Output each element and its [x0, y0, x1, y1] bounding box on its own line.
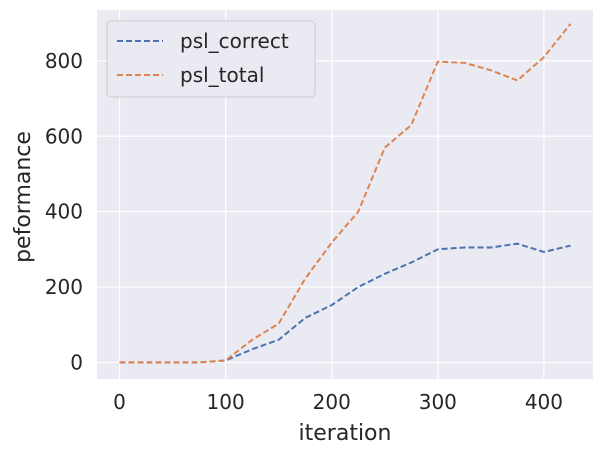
data-point-psl-total	[145, 361, 147, 363]
data-point-psl-total	[463, 62, 465, 64]
data-point-psl-total	[543, 56, 545, 58]
legend: psl_correct psl_total	[106, 20, 316, 98]
data-point-psl-total	[304, 278, 306, 280]
data-point-psl-total	[357, 211, 359, 213]
data-point-psl-correct	[463, 247, 465, 249]
data-point-psl-total	[278, 323, 280, 325]
data-point-psl-correct	[516, 243, 518, 245]
series-line-psl-total	[119, 23, 572, 364]
legend-label-psl-correct: psl_correct	[180, 29, 289, 53]
x-tick-label: 0	[113, 390, 126, 414]
data-point-psl-total	[225, 360, 227, 362]
data-point-psl-total	[516, 80, 518, 82]
data-point-psl-correct	[410, 262, 412, 264]
y-tick-label: 0	[70, 350, 83, 374]
y-tick-label: 800	[45, 49, 83, 73]
legend-label-psl-total: psl_total	[180, 63, 264, 87]
y-axis-label: peformance	[11, 131, 36, 263]
x-tick-label: 100	[207, 390, 245, 414]
data-point-psl-correct	[278, 339, 280, 341]
y-tick-label: 400	[45, 200, 83, 224]
data-point-psl-correct	[437, 248, 439, 250]
data-point-psl-correct	[331, 304, 333, 306]
y-tick-label: 200	[45, 275, 83, 299]
data-point-psl-total	[172, 361, 174, 363]
data-point-psl-correct	[304, 317, 306, 319]
data-point-psl-total	[331, 242, 333, 244]
x-axis-ticks: 0 100 200 300 400	[113, 390, 563, 414]
x-axis-label: iteration	[299, 421, 392, 446]
x-tick-label: 200	[313, 390, 351, 414]
y-tick-label: 600	[45, 124, 83, 148]
series-lines	[119, 23, 572, 364]
x-tick-label: 300	[419, 390, 457, 414]
data-point-psl-correct	[570, 245, 572, 247]
data-point-psl-total	[384, 147, 386, 149]
data-point-psl-correct	[384, 273, 386, 275]
data-point-psl-correct	[251, 348, 253, 350]
data-point-psl-total	[198, 361, 200, 363]
data-point-psl-total	[251, 339, 253, 341]
data-point-psl-correct	[357, 286, 359, 288]
data-point-psl-total	[410, 124, 412, 126]
data-point-psl-total	[119, 361, 121, 363]
data-point-psl-correct	[490, 247, 492, 249]
data-point-psl-correct	[543, 251, 545, 253]
data-point-psl-total	[437, 61, 439, 63]
data-point-psl-total	[570, 23, 572, 25]
grid-lines	[97, 10, 593, 379]
data-point-psl-total	[490, 69, 492, 71]
x-tick-label: 400	[525, 390, 563, 414]
y-axis-ticks: 0 200 400 600 800	[45, 49, 83, 375]
